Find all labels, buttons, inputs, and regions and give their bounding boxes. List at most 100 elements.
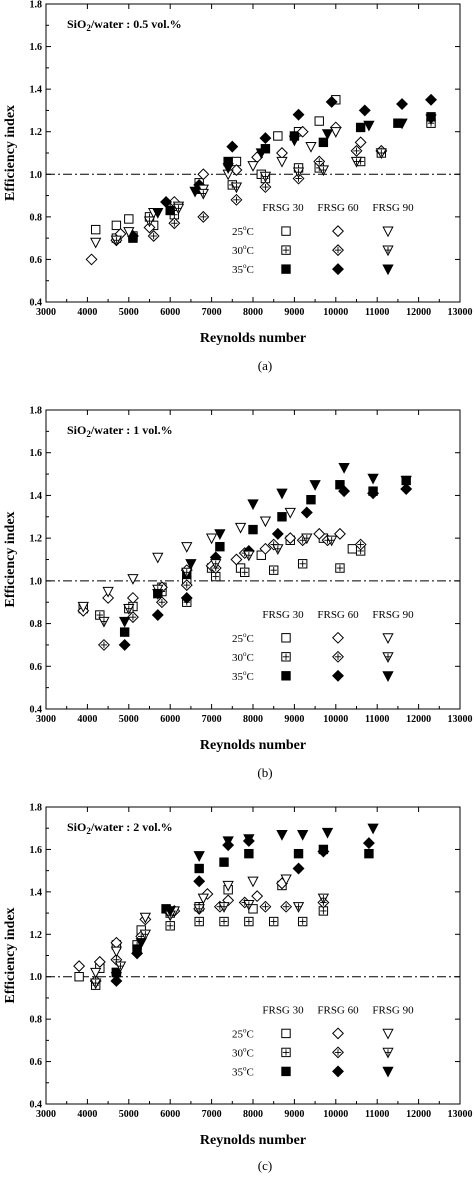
- series-frsg-90-30c: [110, 148, 387, 247]
- data-point: [77, 601, 89, 613]
- data-point: [367, 487, 380, 500]
- x-tick-label: 12000: [406, 307, 431, 318]
- panel-caption: (b): [257, 765, 272, 780]
- x-tick-label: 6000: [160, 714, 180, 725]
- y-tick-label: 1.0: [30, 170, 43, 181]
- legend-row-label: 30oC: [232, 650, 254, 664]
- legend-unit: C: [247, 671, 254, 683]
- data-point: [85, 253, 98, 266]
- chart-title-main: SiO: [67, 820, 86, 834]
- data-point: [288, 135, 301, 147]
- data-point: [214, 529, 226, 541]
- legend-column-label: FRSG 90: [372, 1004, 414, 1016]
- data-point: [273, 131, 283, 141]
- data-point: [110, 972, 123, 983]
- legend-column-label: FRSG 60: [317, 1004, 359, 1016]
- data-point: [90, 967, 102, 979]
- data-point: [321, 129, 334, 140]
- data-point: [314, 116, 324, 126]
- legend-marker: [281, 1028, 291, 1039]
- data-point: [247, 161, 259, 172]
- data-point: [305, 142, 317, 153]
- series-frsg-60-35c: [126, 93, 437, 242]
- legend-marker: [332, 631, 344, 644]
- data-point: [276, 147, 288, 159]
- data-point: [222, 163, 234, 175]
- data-point: [317, 845, 330, 858]
- legend-column-label: FRSG 90: [372, 609, 414, 621]
- data-point: [111, 220, 122, 231]
- legend-temp: 35: [232, 1066, 244, 1078]
- y-tick-label: 0.4: [30, 1100, 43, 1111]
- data-point: [277, 512, 287, 522]
- x-tick-label: 10000: [323, 307, 348, 318]
- legend-temp: 25: [232, 633, 244, 645]
- data-point: [243, 834, 255, 845]
- data-point: [280, 874, 292, 886]
- legend-temp: 30: [232, 245, 244, 257]
- data-point: [73, 960, 86, 973]
- data-point: [131, 947, 144, 960]
- data-point: [230, 553, 243, 566]
- y-tick-label: 1.4: [30, 887, 43, 898]
- x-tick-label: 12000: [406, 714, 431, 725]
- legend-degree: o: [243, 1045, 247, 1053]
- data-point: [181, 542, 193, 553]
- x-axis-label: Reynolds number: [200, 738, 306, 753]
- data-point: [276, 829, 288, 841]
- series-frsg-60-30c: [89, 896, 330, 987]
- data-point: [338, 485, 351, 498]
- data-point: [367, 823, 379, 835]
- data-point: [165, 205, 175, 216]
- legend-degree: o: [243, 669, 247, 677]
- data-point: [102, 586, 114, 598]
- data-point: [193, 875, 206, 888]
- data-point: [358, 104, 371, 117]
- x-tick-label: 3000: [36, 1109, 56, 1120]
- y-tick-label: 1.8: [30, 803, 43, 814]
- x-axis-label: Reynolds number: [200, 1133, 306, 1148]
- data-point: [292, 108, 305, 121]
- data-point: [276, 488, 288, 500]
- series-frsg-90-25c: [77, 507, 296, 613]
- x-axis-label: Reynolds number: [200, 331, 306, 346]
- x-tick-label: 9000: [284, 1109, 304, 1120]
- legend-temp: 35: [232, 264, 244, 276]
- series-frsg-60-25c: [73, 877, 288, 973]
- panel-caption: (c): [258, 1158, 272, 1173]
- legend-degree: o: [243, 631, 247, 639]
- y-tick-label: 0.8: [30, 619, 43, 630]
- data-point: [244, 848, 254, 859]
- legend-column-label: FRSG 90: [372, 202, 414, 214]
- y-tick-label: 1.8: [30, 406, 43, 417]
- x-tick-label: 13000: [448, 714, 473, 725]
- data-point: [363, 120, 375, 132]
- data-point: [354, 136, 367, 149]
- data-point: [362, 837, 375, 850]
- data-point: [160, 196, 173, 208]
- x-tick-label: 8000: [243, 1109, 263, 1120]
- data-point: [197, 893, 209, 905]
- data-point: [205, 533, 218, 545]
- legend-degree: o: [243, 243, 247, 251]
- data-point: [259, 516, 272, 528]
- chart-title: SiO2/water : 2 vol.%: [67, 820, 173, 836]
- data-point: [194, 863, 204, 874]
- y-tick-label: 1.2: [30, 930, 43, 941]
- legend-row-label: 35oC: [232, 669, 254, 683]
- x-tick-label: 13000: [448, 307, 473, 318]
- legend-unit: C: [247, 1047, 254, 1059]
- data-point: [400, 475, 412, 487]
- series-frsg-60-25c: [77, 527, 346, 617]
- y-axis-label: Efficiency index: [3, 105, 18, 201]
- x-tick-label: 3000: [36, 714, 56, 725]
- data-point: [330, 127, 342, 138]
- legend-marker: [382, 226, 394, 238]
- data-point: [293, 848, 304, 859]
- data-point: [139, 912, 152, 924]
- legend-degree: o: [243, 1064, 247, 1072]
- legend-unit: C: [247, 652, 254, 664]
- legend-unit: C: [247, 264, 254, 276]
- data-point: [347, 544, 358, 554]
